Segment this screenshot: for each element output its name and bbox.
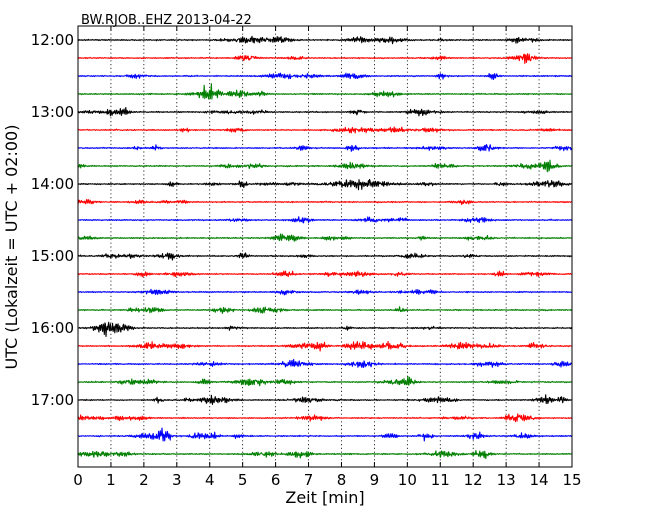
- x-tick-label: 4: [205, 471, 215, 489]
- y-tick-label: 12:00: [31, 31, 74, 49]
- y-tick-label: 16:00: [31, 319, 74, 337]
- plot-frame: [77, 25, 573, 468]
- seismogram-trace: [77, 321, 573, 338]
- seismogram-trace: [77, 450, 573, 460]
- y-tick-label: 17:00: [31, 391, 74, 409]
- grid-lines: [110, 26, 540, 467]
- y-tick-label: 14:00: [31, 175, 74, 193]
- seismogram-trace: [77, 394, 573, 405]
- axis-ticks: 0 1 2 3 4 5 6 7 8 9 10 11 12 13 14 1512:0013:0014:0015:…: [31, 26, 582, 489]
- x-tick-label: 15: [562, 471, 581, 489]
- seismogram-trace: [77, 83, 573, 100]
- seismogram-trace: [77, 143, 573, 152]
- seismogram-trace: [77, 358, 573, 369]
- x-tick-label: 1: [106, 471, 116, 489]
- x-axis-label: Zeit [min]: [285, 488, 364, 507]
- seismogram-trace: [77, 198, 573, 206]
- x-tick-label: 6: [271, 471, 281, 489]
- seismogram-trace: [77, 340, 573, 352]
- seismogram-trace: [77, 233, 573, 242]
- y-tick-label: 13:00: [31, 103, 74, 121]
- seismogram-trace: [77, 178, 573, 191]
- seismogram-trace: [77, 270, 573, 278]
- y-axis-label: UTC (Lokalzeit = UTC + 02:00): [2, 125, 21, 370]
- x-tick-label: 5: [238, 471, 248, 489]
- x-tick-label: 10: [398, 471, 417, 489]
- x-tick-label: 13: [497, 471, 516, 489]
- y-tick-label: 15:00: [31, 247, 74, 265]
- seismogram-trace: [77, 53, 573, 64]
- seismogram-trace: [77, 375, 573, 387]
- x-tick-label: 12: [464, 471, 483, 489]
- seismogram-trace: [77, 288, 573, 296]
- seismogram-trace: [77, 252, 573, 261]
- seismogram-trace: [77, 216, 573, 224]
- seismogram-trace: [77, 106, 573, 117]
- seismogram-trace: [77, 427, 573, 442]
- seismogram-trace: [77, 126, 573, 134]
- seismogram-trace: [77, 159, 573, 173]
- x-tick-label: 2: [139, 471, 149, 489]
- seismogram-traces: [77, 35, 573, 460]
- seismogram-trace: [77, 35, 573, 45]
- seismogram-trace: [77, 306, 573, 314]
- x-tick-label: 7: [304, 471, 314, 489]
- seismogram-trace: [77, 72, 573, 80]
- x-tick-label: 11: [431, 471, 450, 489]
- x-tick-label: 3: [172, 471, 182, 489]
- x-tick-label: 0: [73, 471, 83, 489]
- x-tick-label: 9: [370, 471, 380, 489]
- seismogram-trace: [77, 413, 573, 423]
- chart-title: BW.RJOB..EHZ 2013-04-22: [81, 13, 252, 28]
- x-tick-label: 14: [530, 471, 549, 489]
- x-tick-label: 8: [337, 471, 347, 489]
